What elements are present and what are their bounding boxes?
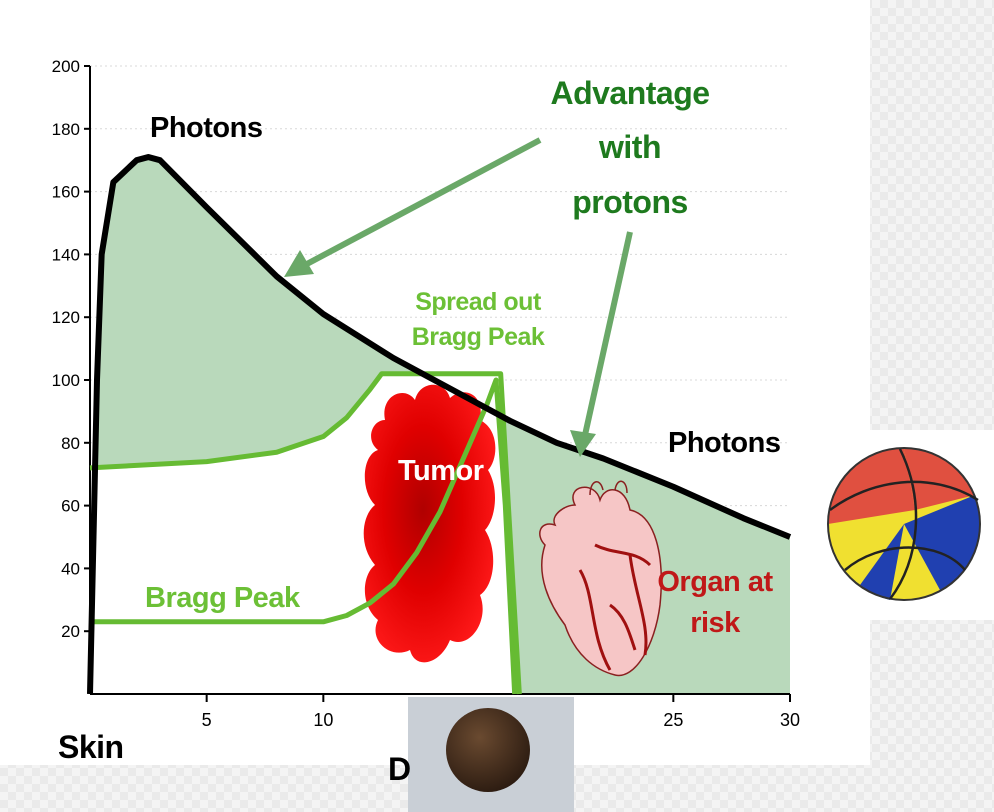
- series-line: [87, 154, 792, 695]
- y-tick-label: 100: [52, 371, 80, 390]
- tumor-illustration: [363, 384, 496, 663]
- background: [870, 0, 994, 430]
- x-axis-label: D: [388, 751, 411, 787]
- annotation: Photons: [668, 427, 781, 459]
- annotation: Tumor: [398, 455, 484, 487]
- y-tick-label: 180: [52, 120, 80, 139]
- y-tick-label: 40: [61, 559, 80, 578]
- y-tick-label: 80: [61, 434, 80, 453]
- x-start-label: Skin: [58, 729, 124, 765]
- y-tick-label: 160: [52, 183, 80, 202]
- series-line: [90, 377, 518, 695]
- arrow: [284, 137, 633, 457]
- x-tick-label: 25: [663, 710, 683, 730]
- y-tick-label: 200: [52, 57, 80, 76]
- photo: [408, 697, 574, 812]
- y-tick-label: 20: [61, 622, 80, 641]
- ball-image: [827, 447, 981, 601]
- x-tick-label: 30: [780, 710, 800, 730]
- annotation: Organ at risk: [657, 566, 773, 639]
- annotation: Advantage with protons: [550, 75, 710, 220]
- y-tick-label: 140: [52, 245, 80, 264]
- heart-illustration: [539, 480, 662, 677]
- y-tick-label: 60: [61, 497, 80, 516]
- x-tick-label: 5: [202, 710, 212, 730]
- series-label: Photons: [150, 112, 263, 144]
- series-label: Bragg Peak: [145, 582, 300, 614]
- series-label: Spread out Bragg Peak: [411, 288, 545, 351]
- x-tick-label: 10: [313, 710, 333, 730]
- series-line: [89, 371, 522, 695]
- y-tick-label: 120: [52, 308, 80, 327]
